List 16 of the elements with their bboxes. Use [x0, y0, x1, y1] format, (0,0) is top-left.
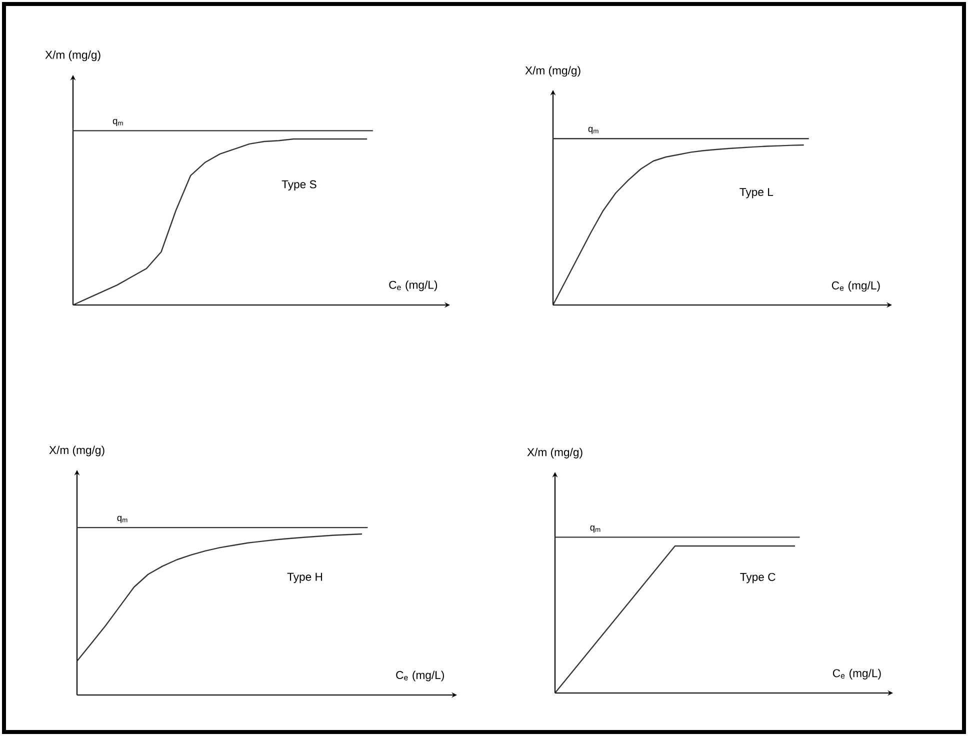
annotation: Type H	[287, 572, 322, 584]
x-axis-title: C$_{e}$ (mg/L)	[832, 668, 881, 680]
x-axis-title: C$_{e}$ (mg/L)	[389, 280, 438, 292]
ref-line-label: q$_{m}$	[112, 119, 123, 126]
ref-line-label: q$_{m}$	[588, 126, 598, 134]
y-axis-title: X/m (mg/g)	[49, 446, 104, 456]
annotation: Type L	[740, 188, 774, 198]
ref-line-label: q$_{m}$	[117, 516, 128, 523]
y-axis-title: X/m (mg/g)	[527, 448, 582, 458]
x-axis-title: C$_{e}$ (mg/L)	[832, 281, 880, 292]
ref-line-label: q$_{m}$	[590, 526, 600, 532]
annotation: Type C	[740, 572, 776, 584]
y-axis-title: X/m (mg/g)	[45, 50, 100, 62]
y-axis-title: X/m (mg/g)	[525, 66, 580, 77]
x-axis-title: C$_{e}$ (mg/L)	[396, 670, 444, 682]
annotation: Type S	[282, 180, 316, 191]
